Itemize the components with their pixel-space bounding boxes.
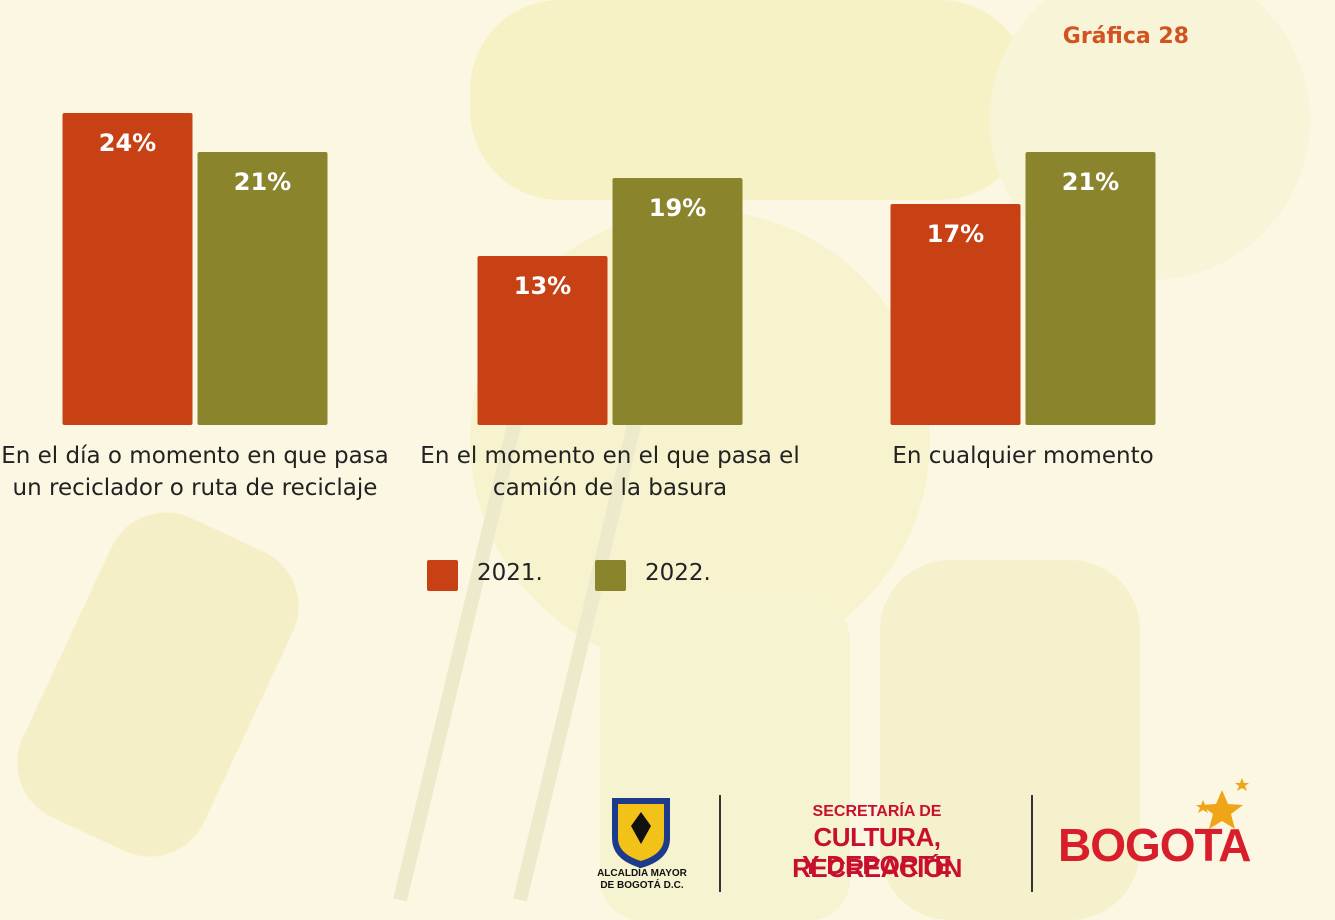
data-label: 19% — [649, 194, 706, 222]
bar — [197, 152, 328, 425]
bogota-stars — [1196, 778, 1249, 829]
data-label: 17% — [927, 220, 984, 248]
x-category-label: En el día o momento en que pasa un recic… — [1, 443, 389, 501]
bar — [1025, 152, 1156, 425]
x-category-label: En el momento en el que pasa el camión d… — [420, 443, 800, 501]
bar — [890, 204, 1021, 425]
alcaldia-logo — [612, 798, 670, 868]
data-label: 24% — [99, 129, 156, 157]
secretaria-main: CULTURA, RECREACIÓN — [792, 822, 962, 883]
data-label: 13% — [514, 272, 571, 300]
bar — [477, 256, 608, 425]
secretaria-bottom: Y DEPORTE — [802, 850, 952, 880]
chart-title: Gráfica 28 — [1062, 24, 1189, 49]
legend-swatch — [595, 560, 626, 591]
x-category-label: En cualquier momento — [892, 443, 1154, 469]
legend-swatch — [427, 560, 458, 591]
bar — [612, 178, 743, 425]
data-label: 21% — [234, 168, 291, 196]
alcaldia-text: ALCALDÍA MAYOR DE BOGOTÁ D.C. — [597, 868, 687, 891]
legend-label: 2021. — [477, 560, 543, 586]
legend-label: 2022. — [645, 560, 711, 586]
data-label: 21% — [1062, 168, 1119, 196]
bogota-logo: BOGOTA — [1058, 819, 1251, 871]
secretaria-top: SECRETARÍA DE — [812, 803, 942, 820]
bar — [62, 113, 193, 425]
